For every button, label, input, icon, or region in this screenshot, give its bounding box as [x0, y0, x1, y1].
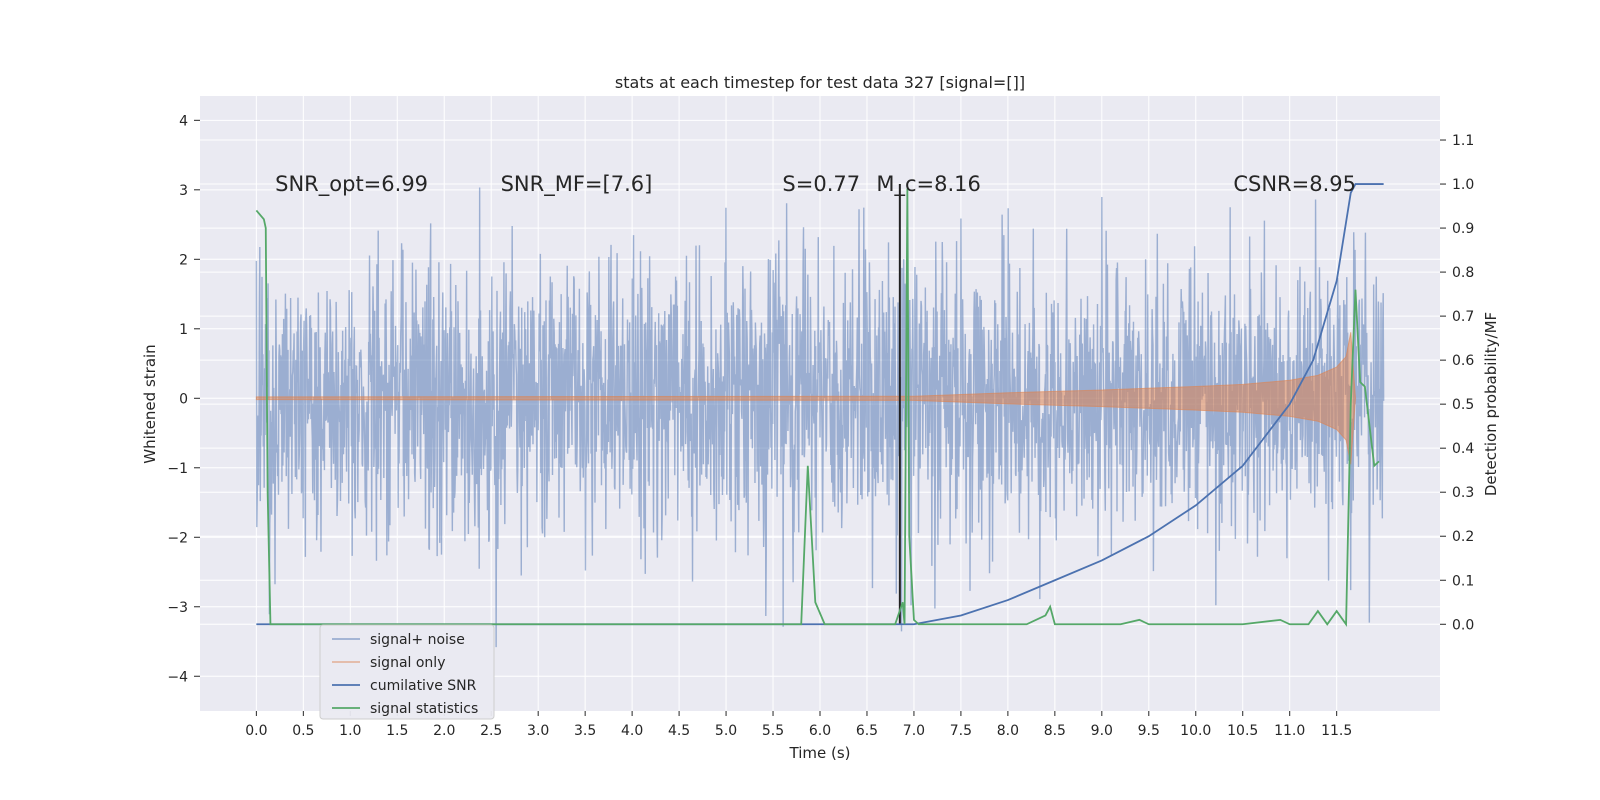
x-tick-label: 8.0 — [997, 723, 1019, 739]
y2-tick-label: 0.7 — [1452, 309, 1474, 325]
x-tick-label: 10.5 — [1227, 723, 1258, 739]
y2-tick-label: 0.2 — [1452, 529, 1474, 545]
y-tick-label: 1 — [179, 322, 188, 338]
legend-box — [319, 624, 495, 720]
annotation-0: SNR_opt=6.99 — [275, 172, 428, 197]
y-tick-label: −1 — [167, 461, 188, 477]
y-tick-label: 2 — [179, 252, 188, 268]
annotation-1: SNR_MF=[7.6] — [501, 172, 653, 197]
y2-tick-label: 0.1 — [1452, 573, 1474, 589]
annotations: SNR_opt=6.99 SNR_MF=[7.6] S=0.77 M_c=8.16 CS… — [275, 172, 1356, 197]
x-tick-label: 9.0 — [1091, 723, 1113, 739]
legend-label-signal-only: signal only — [370, 655, 445, 671]
legend: signal+ noise signal only cumilative SNR… — [319, 624, 495, 720]
y2-tick-label: 0.5 — [1452, 397, 1474, 413]
x-tick-label: 10.0 — [1180, 723, 1211, 739]
x-tick-label: 9.5 — [1138, 723, 1160, 739]
legend-label-signal-noise: signal+ noise — [370, 632, 465, 648]
y-tick-label: −2 — [167, 530, 188, 546]
x-tick-label: 5.5 — [762, 723, 784, 739]
x-tick-label: 2.0 — [433, 723, 455, 739]
y2-tick-label: 1.1 — [1452, 133, 1474, 149]
x-tick-label: 11.5 — [1321, 723, 1352, 739]
series-layer — [255, 183, 1385, 648]
x-tick-label: 1.5 — [386, 723, 408, 739]
x-tick-label: 7.5 — [950, 723, 972, 739]
annotation-3: M_c=8.16 — [876, 172, 981, 197]
x-tick-label: 6.5 — [856, 723, 878, 739]
signal-only-envelope — [255, 332, 1356, 465]
x-tick-label: 6.0 — [809, 723, 831, 739]
y2-tick-label: 0.6 — [1452, 353, 1474, 369]
y2-axis-label: Detection probability/MF — [1482, 312, 1500, 496]
y-tick-label: 0 — [179, 391, 188, 407]
x-tick-label: 0.5 — [292, 723, 314, 739]
x-axis-ticks: 0.0 0.5 1.0 1.5 2.0 2.5 3.0 3.5 4.0 4.5 5.0 5.5 6.0 6… — [245, 711, 1352, 739]
chart-title: stats at each timestep for test data 327… — [615, 73, 1025, 92]
x-tick-label: 4.5 — [668, 723, 690, 739]
y-tick-label: −3 — [167, 600, 188, 616]
y2-tick-label: 1.0 — [1452, 177, 1474, 193]
x-tick-label: 0.0 — [245, 723, 267, 739]
x-tick-label: 8.5 — [1044, 723, 1066, 739]
x-tick-label: 1.0 — [339, 723, 361, 739]
y2-tick-label: 0.0 — [1452, 617, 1474, 633]
x-tick-label: 11.0 — [1274, 723, 1305, 739]
y2-tick-label: 0.4 — [1452, 441, 1474, 457]
y2-tick-label: 0.3 — [1452, 485, 1474, 501]
y2-tick-label: 0.8 — [1452, 265, 1474, 281]
legend-label-signal-statistics: signal statistics — [370, 701, 478, 717]
y2-axis-ticks: 0.0 0.1 0.2 0.3 0.4 0.5 0.6 0.7 0.8 0.9 1.0 1.1 — [1440, 133, 1474, 633]
x-tick-label: 5.0 — [715, 723, 737, 739]
y-axis-ticks: −4 −3 −2 −1 0 1 2 3 4 — [167, 113, 200, 685]
y2-tick-label: 0.9 — [1452, 221, 1474, 237]
annotation-4: CSNR=8.95 — [1233, 172, 1356, 196]
cumulative-snr-line — [256, 183, 1384, 626]
x-axis-label: Time (s) — [789, 744, 851, 762]
y-axis-label: Whitened strain — [141, 344, 159, 463]
x-tick-label: 3.0 — [527, 723, 549, 739]
signal-statistics-line — [255, 188, 1380, 628]
legend-label-cumulative-snr: cumilative SNR — [370, 678, 477, 694]
y-tick-label: 3 — [179, 183, 188, 199]
y-tick-label: 4 — [179, 113, 188, 129]
x-tick-label: 7.0 — [903, 723, 925, 739]
x-tick-label: 4.0 — [621, 723, 643, 739]
y-tick-label: −4 — [167, 669, 188, 685]
annotation-2: S=0.77 — [782, 172, 860, 196]
x-tick-label: 2.5 — [480, 723, 502, 739]
x-tick-label: 3.5 — [574, 723, 596, 739]
